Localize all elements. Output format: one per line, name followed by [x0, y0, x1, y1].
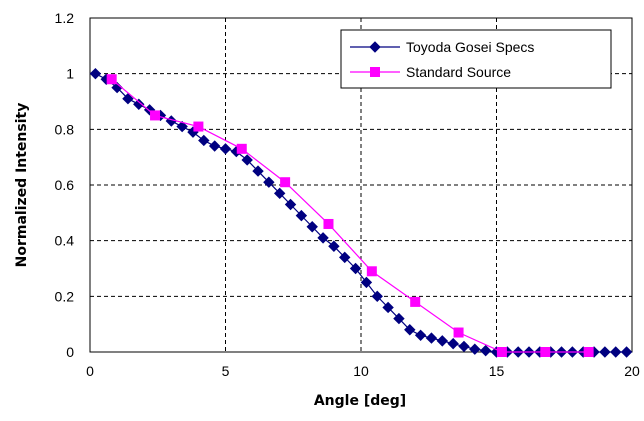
- data-point: [236, 143, 247, 154]
- y-tick-label: 0.4: [55, 233, 75, 249]
- data-point: [349, 262, 362, 275]
- data-point: [583, 347, 594, 357]
- data-point: [252, 165, 264, 177]
- data-point: [447, 337, 459, 350]
- legend-item: Toyoda Gosei Specs: [350, 39, 534, 55]
- y-tick-label: 0: [66, 344, 74, 360]
- data-point: [458, 340, 470, 353]
- y-tick-label: 0.2: [55, 288, 75, 304]
- data-point: [410, 296, 421, 307]
- legend-label: Standard Source: [406, 64, 511, 80]
- x-axis-title: Angle [deg]: [314, 393, 406, 409]
- data-point: [425, 332, 438, 344]
- data-point: [496, 347, 507, 357]
- data-point: [106, 74, 117, 85]
- legend-marker: [369, 41, 381, 53]
- data-point: [176, 120, 188, 133]
- data-point: [263, 176, 275, 188]
- data-point: [599, 346, 611, 358]
- data-point: [133, 98, 145, 110]
- data-point: [436, 335, 449, 347]
- y-tick-label: 1: [66, 66, 74, 82]
- x-tick-label: 0: [86, 363, 94, 379]
- y-tick-label: 0.6: [55, 177, 75, 193]
- data-point: [339, 251, 351, 264]
- legend: Toyoda Gosei Specs Standard Source: [340, 29, 612, 89]
- data-point: [323, 218, 334, 229]
- data-point: [241, 154, 253, 166]
- data-point: [393, 312, 405, 325]
- series-standard-source: [106, 74, 594, 357]
- legend-item: Standard Source: [350, 64, 511, 80]
- x-tick-label: 10: [353, 363, 369, 379]
- data-point: [306, 221, 318, 233]
- data-point: [317, 232, 329, 244]
- tick-labels: 0 5 10 15 20 0 0.2 0.4 0.6 0.8 1 1.2: [55, 10, 640, 379]
- data-point: [404, 324, 416, 336]
- data-point: [89, 67, 102, 80]
- series-line: [111, 78, 589, 353]
- data-series: [89, 67, 633, 358]
- data-point: [273, 187, 286, 200]
- data-point: [610, 346, 622, 358]
- x-tick-label: 15: [489, 363, 505, 379]
- y-tick-label: 0.8: [55, 121, 75, 137]
- data-point: [371, 290, 383, 303]
- data-point: [193, 121, 204, 132]
- data-point: [382, 301, 394, 314]
- legend-box: [340, 29, 612, 89]
- x-tick-label: 20: [624, 363, 640, 379]
- data-point: [620, 346, 633, 358]
- data-point: [284, 198, 297, 211]
- data-point: [479, 344, 492, 357]
- data-point: [122, 93, 134, 105]
- data-point: [360, 276, 373, 289]
- x-tick-label: 5: [222, 363, 230, 379]
- data-point: [328, 240, 340, 252]
- data-point: [366, 266, 377, 277]
- y-tick-label: 1.2: [55, 10, 75, 26]
- y-axis-title: Normalized Intensity: [14, 103, 30, 268]
- data-point: [150, 110, 161, 121]
- data-point: [295, 209, 308, 222]
- data-point: [540, 347, 551, 357]
- data-point: [208, 140, 221, 152]
- data-point: [219, 143, 232, 155]
- data-point: [414, 329, 427, 342]
- data-point: [198, 134, 210, 147]
- data-point: [280, 177, 291, 188]
- data-point: [453, 327, 464, 338]
- legend-label: Toyoda Gosei Specs: [406, 39, 534, 55]
- legend-marker: [370, 67, 380, 77]
- data-point: [469, 343, 481, 355]
